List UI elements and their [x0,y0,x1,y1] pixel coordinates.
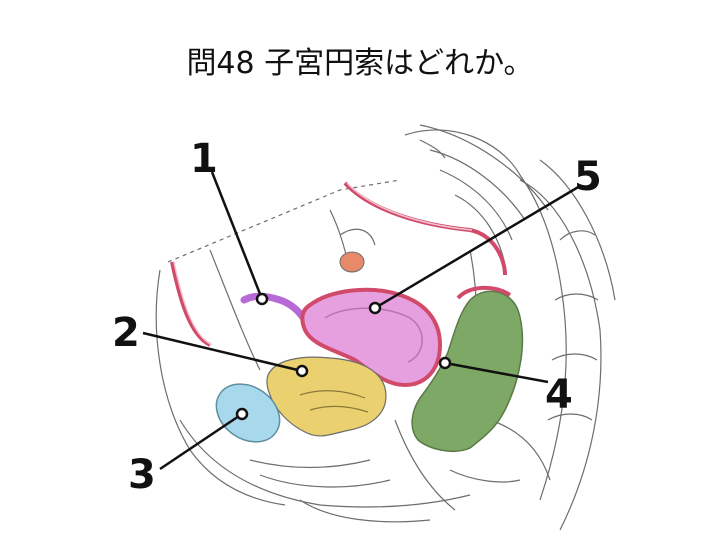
pointer-4 [438,356,452,370]
yellow-structure [266,356,387,437]
question-title: 問48 子宮円索はどれか。 [186,46,534,81]
label-4: 4 [545,372,573,418]
rectum-lining [456,285,512,300]
label-5: 5 [574,154,602,200]
pointer-3 [235,407,249,421]
peritoneum-lining-inner [173,182,473,346]
ovary [339,251,365,273]
purple-structure [240,292,310,326]
pink-structure-fold [324,307,423,363]
pointer-1 [255,292,269,306]
label-2: 2 [112,310,140,356]
pelvis-sketch [155,124,616,531]
leader-lines [142,171,581,471]
pointer-2 [295,364,309,378]
label-3: 3 [128,452,156,498]
label-1: 1 [190,136,218,182]
pointer-dots [235,292,452,421]
pointer-5 [368,301,382,315]
yellow-structure-detail [299,390,369,413]
